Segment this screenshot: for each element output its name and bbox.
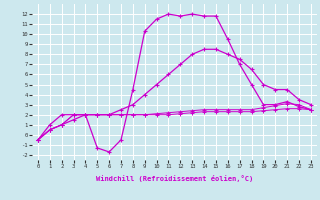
X-axis label: Windchill (Refroidissement éolien,°C): Windchill (Refroidissement éolien,°C) <box>96 175 253 182</box>
